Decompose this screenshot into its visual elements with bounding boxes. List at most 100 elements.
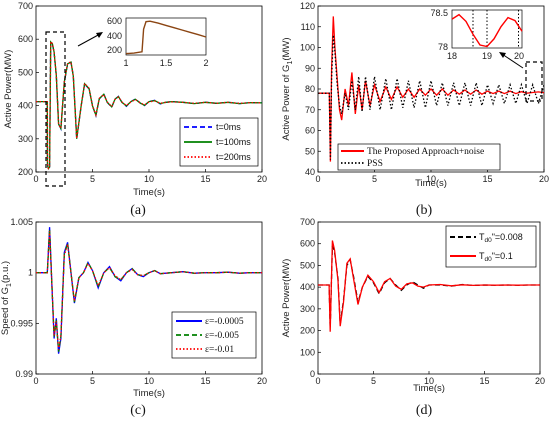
zoom-arrowhead-b xyxy=(499,52,506,58)
ytick-label-c-3: 1.005 xyxy=(10,217,33,227)
ylabel-c-tail: (p.u.) xyxy=(0,261,11,283)
inset-xtick-b-0: 18 xyxy=(447,51,457,61)
ylabel-c-main: Speed of G xyxy=(0,287,11,335)
y-ticks-c: 0.99 0.995 1 1.005 xyxy=(10,217,39,379)
inset-xtick-a-0: 1 xyxy=(123,58,128,68)
xtick-label-d-0: 0 xyxy=(315,376,320,386)
inset-xtick-b-1: 19 xyxy=(482,51,492,61)
ytick-label-a-2: 400 xyxy=(18,101,33,111)
ytick-label-b-0: 40 xyxy=(305,167,315,177)
zoom-arrow-a xyxy=(77,33,101,47)
legend-label-b-1: PSS xyxy=(367,159,383,169)
legend-c: ε=-0.0005 ε=-0.005 ε=-0.01 xyxy=(171,311,257,359)
ytick-label-b-3: 70 xyxy=(305,105,315,115)
series-line-d-1 xyxy=(318,240,540,332)
xtick-label-a-3: 15 xyxy=(200,174,210,184)
legend-label-d-0-main: T xyxy=(479,232,485,242)
caption-b: (b) xyxy=(416,203,433,218)
zoom-box-b xyxy=(525,61,543,102)
legend-a: t=0ms t=100ms t=200ms xyxy=(179,117,259,167)
inset-line-b xyxy=(451,13,523,48)
ytick-label-d-4: 400 xyxy=(300,282,315,292)
ylabel-c: Speed of G1(p.u.) xyxy=(0,261,13,335)
ytick-label-d-6: 600 xyxy=(300,239,315,249)
xtick-label-c-4: 20 xyxy=(257,376,267,386)
series-line-a-2 xyxy=(36,39,262,170)
xlabel-d: Time(s) xyxy=(413,383,445,394)
ytick-label-b-5: 90 xyxy=(305,63,315,73)
xlabel-c: Time(s) xyxy=(133,388,165,399)
x-ticks-d: 0 5 10 15 20 xyxy=(315,371,545,386)
series-group-b xyxy=(318,16,544,162)
legend-box-d xyxy=(445,225,537,268)
xtick-label-a-1: 5 xyxy=(90,174,95,184)
ytick-label-d-7: 700 xyxy=(300,217,315,227)
inset-xtick-a-2: 2 xyxy=(203,58,208,68)
inset-xtick-b-2: 20 xyxy=(514,51,524,61)
series-line-b-1 xyxy=(318,35,544,160)
ytick-label-b-8: 120 xyxy=(300,1,315,11)
xtick-label-a-4: 20 xyxy=(257,174,267,184)
ytick-label-a-0: 200 xyxy=(18,167,33,177)
legend-box-b xyxy=(337,143,501,171)
legend-label-d-0-sub: d0 xyxy=(485,237,493,244)
ytick-label-a-1: 300 xyxy=(18,134,33,144)
y-ticks-a: 200 300 400 500 600 700 xyxy=(18,1,39,177)
legend-label-d-1: Td0"=0.1 xyxy=(479,251,513,263)
legend-label-a-0: t=0ms xyxy=(216,122,241,132)
xtick-label-d-2: 10 xyxy=(424,376,434,386)
ytick-label-b-4: 80 xyxy=(305,84,315,94)
legend-label-c-1: ε=-0.005 xyxy=(205,331,239,341)
inset-ytick-a-1: 400 xyxy=(107,31,122,41)
inset-plot-area-a xyxy=(125,17,207,56)
caption-c: (c) xyxy=(130,403,146,418)
ytick-label-b-6: 100 xyxy=(300,43,315,53)
legend-label-d-1-sub: d0 xyxy=(485,256,493,263)
legend-label-d-0-tail: "=0.008 xyxy=(492,232,523,242)
legend-label-c-0: ε=-0.0005 xyxy=(205,317,244,327)
ytick-label-d-0: 0 xyxy=(310,369,315,379)
ytick-label-d-2: 200 xyxy=(300,326,315,336)
legend-label-c-2: ε=-0.01 xyxy=(205,345,234,355)
legend-label-a-2: t=200ms xyxy=(216,152,251,162)
caption-a: (a) xyxy=(130,203,146,218)
xlabel-a: Time(s) xyxy=(133,187,165,198)
legend-d: Td0"=0.008 Td0"=0.1 xyxy=(445,225,537,268)
series-group-a xyxy=(36,39,262,171)
ytick-label-a-5: 700 xyxy=(18,1,33,11)
ylabel-a: Active Power(MW) xyxy=(3,50,14,129)
series-line-b-0 xyxy=(318,16,544,162)
xtick-label-c-0: 0 xyxy=(33,376,38,386)
inset-ytick-a-0: 200 xyxy=(107,45,122,55)
ytick-label-c-2: 1 xyxy=(28,268,33,278)
xtick-label-b-3: 15 xyxy=(482,174,492,184)
inset-xtick-a-1: 1.5 xyxy=(160,58,173,68)
panel-a: 0 5 10 15 20 200 300 400 500 600 700 200 400 600 … xyxy=(3,1,267,218)
series-group-c xyxy=(36,227,262,354)
zoom-arrow-b xyxy=(501,53,524,69)
ytick-label-b-7: 110 xyxy=(301,22,315,32)
ylabel-c-sub: 1 xyxy=(6,283,13,287)
inset-line-a xyxy=(125,20,207,55)
xtick-label-b-0: 0 xyxy=(315,174,320,184)
y-ticks-b: 40 50 60 70 80 90 100 110 120 xyxy=(300,1,321,177)
ytick-label-a-3: 500 xyxy=(18,67,33,77)
legend-label-b-0: The Proposed Approach+noise xyxy=(367,147,484,157)
inset-a: 200 400 600 1 1.5 2 xyxy=(107,16,209,68)
legend-b: The Proposed Approach+noise PSS xyxy=(337,143,501,171)
caption-d: (d) xyxy=(416,403,433,418)
panel-c: 0 5 10 15 20 0.99 0.995 1 1.005 ε=-0.0005 ε=-0.… xyxy=(0,217,267,418)
inset-b: 78 78.5 18 19 20 xyxy=(430,8,524,61)
x-ticks-c: 0 5 10 15 20 xyxy=(33,371,267,386)
ytick-label-c-0: 0.99 xyxy=(15,369,33,379)
xtick-label-c-2: 10 xyxy=(144,376,154,386)
x-ticks-a: 0 5 10 15 20 xyxy=(33,169,267,184)
series-group-d xyxy=(318,240,540,332)
inset-ytick-a-2: 600 xyxy=(107,16,122,26)
ylabel-b-main: Active Power of G xyxy=(281,65,292,141)
ylabel-b-sub: 1 xyxy=(287,61,294,65)
ytick-label-d-5: 500 xyxy=(300,260,315,270)
inset-ytick-b-1: 78.5 xyxy=(430,8,448,18)
y-ticks-d: 0 100 200 300 400 500 600 700 xyxy=(300,217,321,379)
